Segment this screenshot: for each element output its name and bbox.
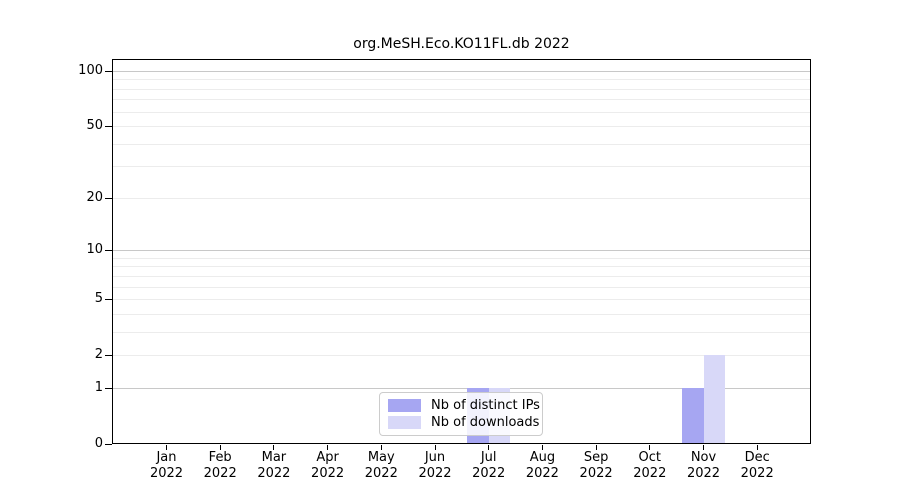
- x-tick-month: Aug: [529, 450, 556, 465]
- x-tick-mark: [166, 445, 167, 450]
- y-tick-label: 10: [86, 242, 103, 258]
- x-tick-month: Jan: [156, 450, 177, 465]
- y-tick-mark: [105, 444, 112, 445]
- minor-gridline: [113, 198, 810, 199]
- y-tick-label: 1: [94, 379, 103, 395]
- legend-swatch: [388, 398, 421, 412]
- x-tick-label-feb: Feb 2022: [180, 450, 260, 482]
- legend-label: Nb of downloads: [431, 415, 540, 431]
- minor-gridline: [113, 276, 810, 277]
- y-tick-mark: [105, 387, 112, 389]
- legend-item: Nb of downloads: [388, 415, 539, 430]
- minor-gridline: [113, 287, 810, 288]
- major-gridline: [113, 250, 810, 251]
- minor-gridline: [113, 144, 810, 145]
- x-tick-mark: [380, 445, 382, 450]
- x-tick-mark: [541, 445, 543, 450]
- x-tick-mark: [756, 445, 758, 450]
- x-tick-year: 2022: [472, 466, 506, 481]
- legend-item: Nb of distinct IPs: [388, 398, 540, 413]
- x-tick-month: Oct: [638, 450, 662, 465]
- x-tick-month: Mar: [261, 450, 287, 465]
- x-tick-mark: [219, 445, 221, 450]
- minor-gridline: [113, 79, 810, 80]
- x-tick-year: 2022: [686, 466, 721, 481]
- x-tick-mark: [273, 445, 275, 450]
- minor-gridline: [113, 299, 810, 300]
- x-tick-mark: [434, 445, 436, 450]
- x-tick-label-jun: Jun 2022: [395, 450, 475, 482]
- x-tick-year: 2022: [364, 466, 398, 481]
- minor-gridline: [113, 89, 810, 90]
- x-tick-mark: [488, 445, 490, 450]
- minor-gridline: [113, 258, 810, 259]
- y-tick-label: 0: [94, 436, 103, 451]
- x-tick-mark: [327, 445, 329, 450]
- x-tick-mark: [649, 445, 651, 450]
- y-tick-mark: [105, 355, 112, 357]
- x-tick-label-mar: Mar 2022: [234, 450, 314, 482]
- x-tick-year: 2022: [579, 466, 613, 481]
- y-tick-mark: [105, 197, 112, 199]
- y-tick-label: 100: [78, 62, 103, 78]
- y-tick-label: 20: [86, 189, 103, 205]
- major-gridline: [113, 388, 810, 389]
- minor-gridline: [113, 314, 810, 315]
- x-tick-label-jul: Jul 2022: [449, 450, 529, 482]
- x-tick-label-aug: Aug 2022: [502, 450, 582, 482]
- x-tick-year: 2022: [257, 466, 291, 481]
- y-tick-mark: [105, 70, 112, 72]
- legend-swatch: [388, 416, 421, 430]
- x-tick-year: 2022: [418, 466, 452, 481]
- x-tick-label-nov: Nov 2022: [664, 450, 744, 482]
- x-tick-year: 2022: [633, 466, 667, 481]
- x-tick-year: 2022: [203, 466, 237, 481]
- x-tick-month: Apr: [316, 450, 339, 465]
- y-tick-mark: [105, 299, 112, 301]
- bar-nb-of-downloads-nov: [703, 355, 725, 443]
- x-tick-month: Nov: [690, 450, 717, 465]
- minor-gridline: [113, 126, 810, 127]
- minor-gridline: [113, 355, 810, 356]
- x-tick-month: Dec: [744, 450, 770, 465]
- x-tick-month: Jun: [424, 450, 446, 465]
- x-tick-label-sep: Sep 2022: [556, 450, 636, 482]
- x-tick-label-oct: Oct 2022: [610, 450, 690, 482]
- x-tick-year: 2022: [740, 466, 774, 481]
- minor-gridline: [113, 166, 810, 167]
- x-tick-label-dec: Dec 2022: [717, 450, 797, 482]
- y-tick-label: 2: [94, 347, 103, 363]
- x-tick-year: 2022: [311, 466, 345, 481]
- minor-gridline: [113, 99, 810, 100]
- legend-label: Nb of distinct IPs: [431, 397, 540, 413]
- y-tick-mark: [105, 250, 112, 252]
- y-tick-label: 5: [94, 291, 103, 307]
- x-tick-year: 2022: [525, 466, 559, 481]
- bar-nb-of-distinct-ips-nov: [682, 387, 704, 443]
- x-tick-mark: [703, 445, 704, 450]
- x-tick-label-apr: Apr 2022: [288, 450, 368, 482]
- minor-gridline: [113, 332, 810, 333]
- major-gridline: [113, 71, 810, 72]
- x-tick-label-jan: Jan 2022: [127, 450, 207, 482]
- x-tick-label-may: May 2022: [341, 450, 421, 482]
- x-tick-month: Feb: [208, 450, 232, 465]
- x-tick-month: May: [367, 450, 395, 465]
- y-tick-mark: [105, 126, 112, 128]
- x-tick-mark: [595, 445, 597, 450]
- y-tick-label: 50: [86, 118, 103, 134]
- chart-title: org.MeSH.Eco.KO11FL.db 2022: [353, 36, 570, 52]
- legend: Nb of distinct IPs Nb of downloads: [379, 392, 543, 436]
- x-tick-year: 2022: [149, 466, 184, 481]
- x-tick-month: Sep: [583, 450, 609, 465]
- minor-gridline: [113, 112, 810, 113]
- minor-gridline: [113, 266, 810, 267]
- x-tick-month: Jul: [480, 450, 497, 465]
